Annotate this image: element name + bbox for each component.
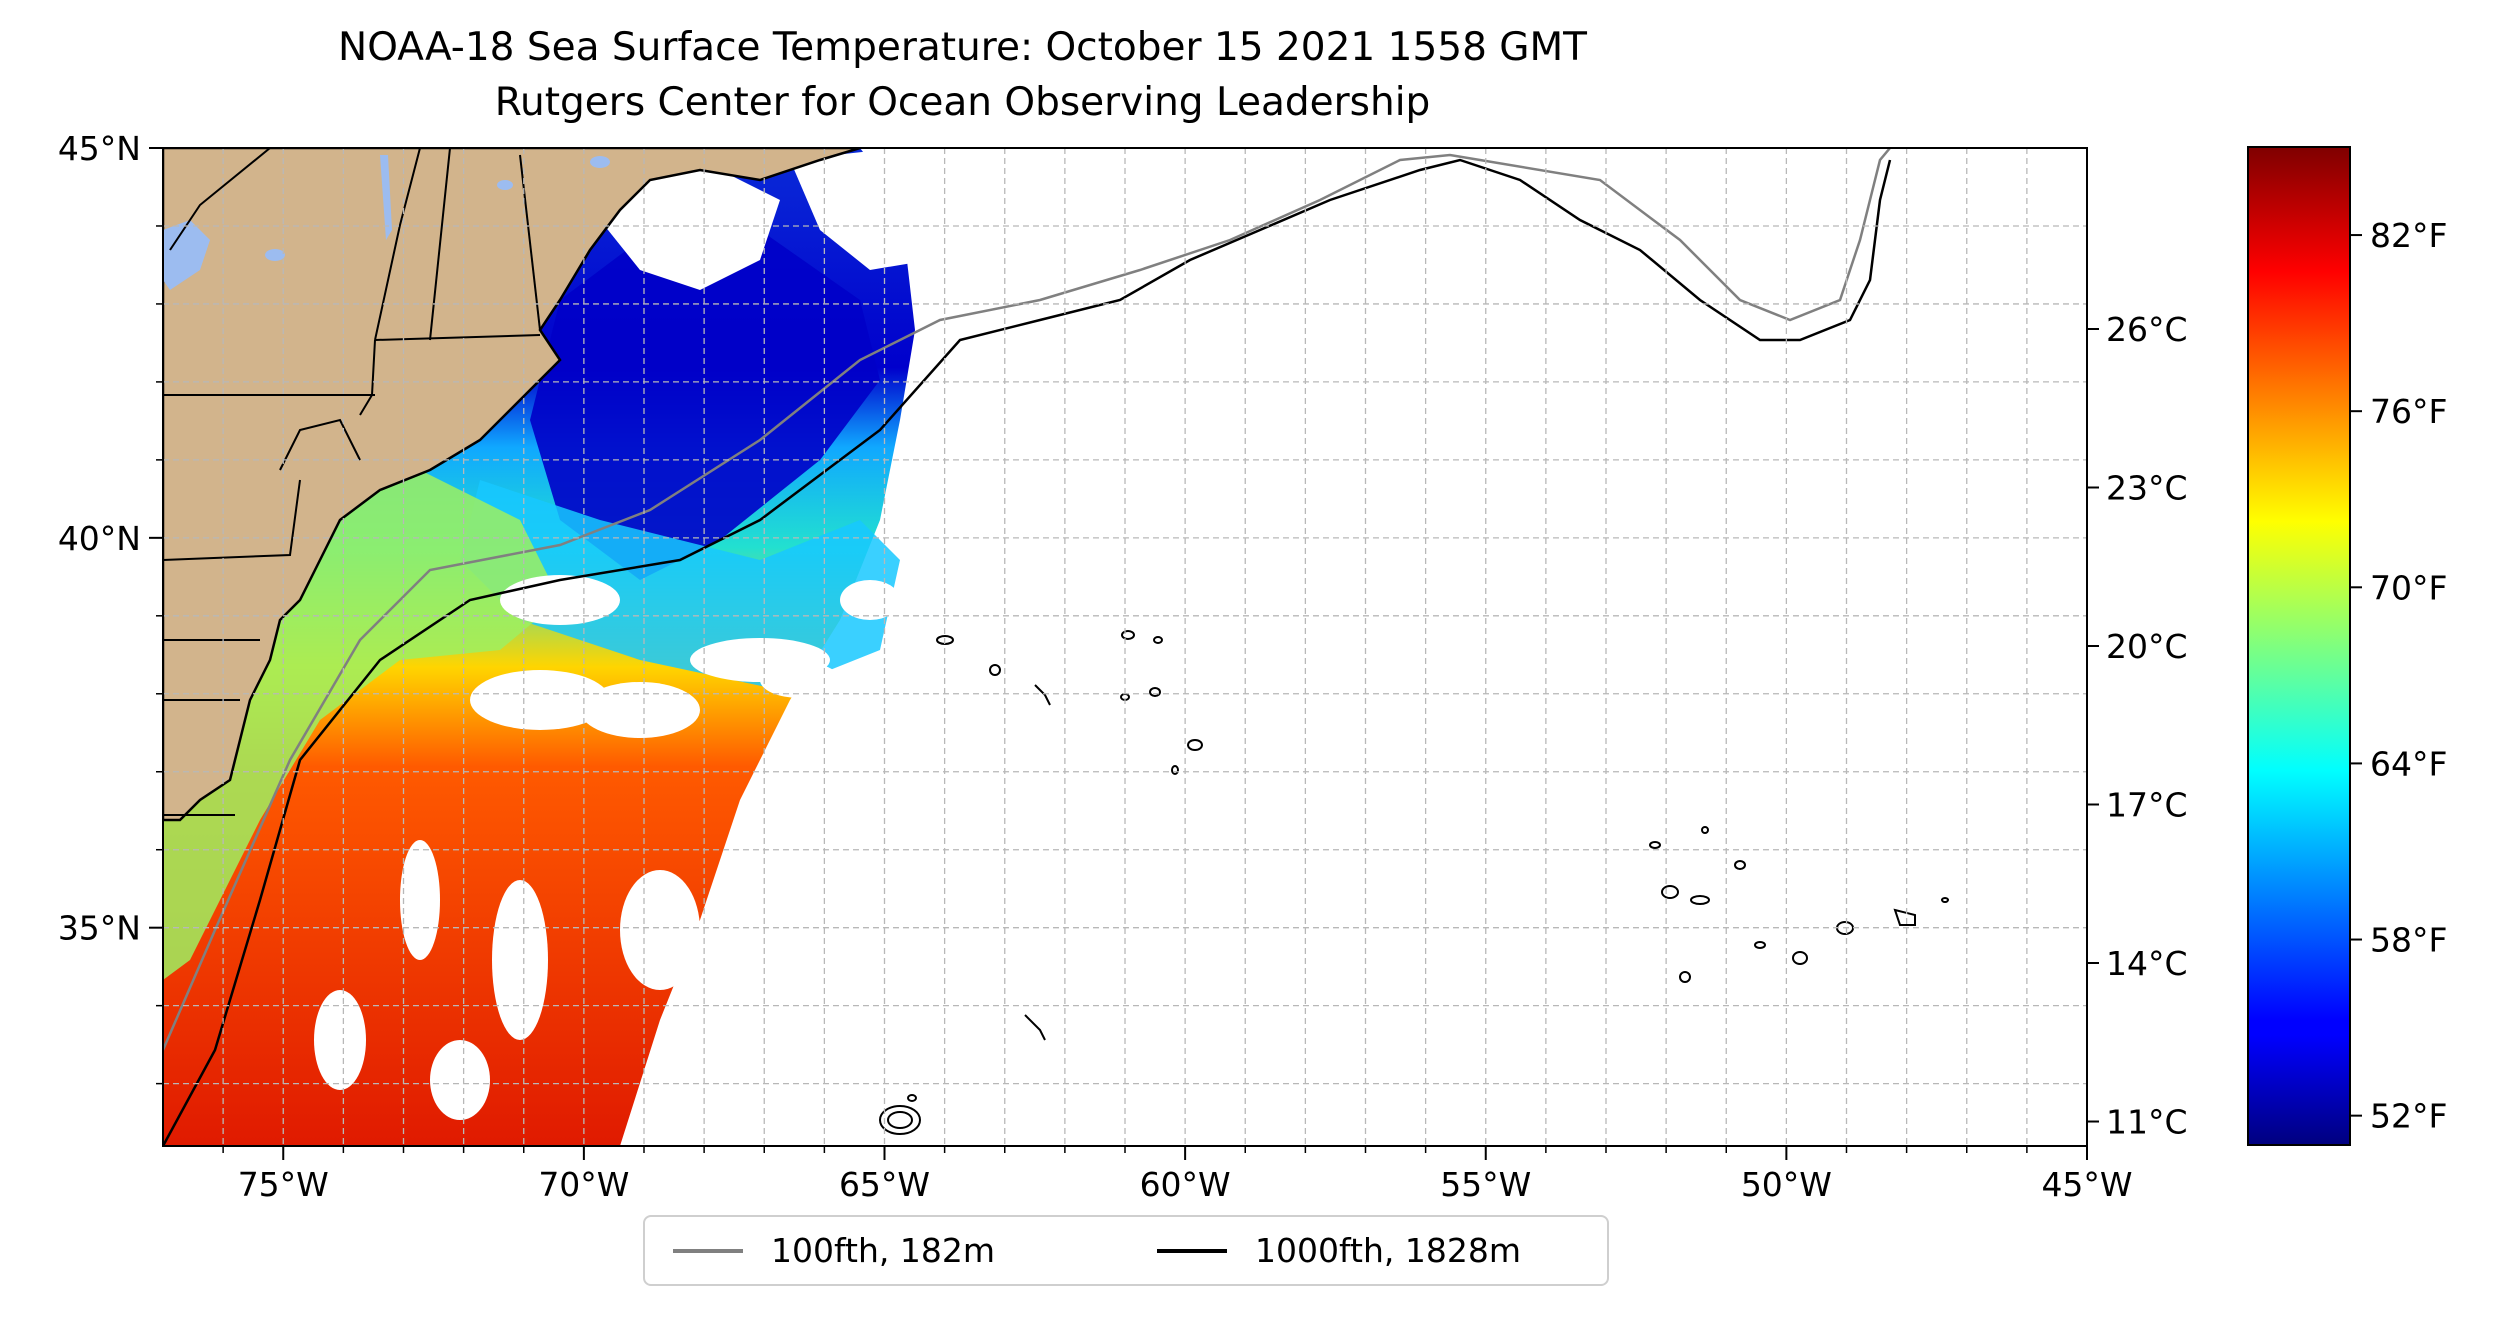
cool-water-region [460, 480, 900, 690]
map-title: NOAA-18 Sea Surface Temperature: October… [338, 25, 1587, 70]
colorbar-f-label: 58°F [2370, 921, 2447, 960]
legend-swatch-1000fth [1157, 1248, 1227, 1253]
legend-label-1000fth: 1000fth, 1828m [1255, 1231, 1521, 1270]
colorbar-c-label: 23°C [2106, 468, 2188, 507]
x-tick-label: 50°W [1741, 1165, 1832, 1204]
seamount-contours [879, 630, 1949, 1135]
y-tick-label: 40°N [58, 519, 141, 558]
y-tick-label: 35°N [58, 909, 141, 948]
y-tick-label: 45°N [58, 129, 141, 168]
map-plot-area [163, 148, 2087, 1146]
map-legend: 100fth, 182m 1000fth, 1828m [643, 1215, 1609, 1286]
x-tick-label: 65°W [839, 1165, 930, 1204]
x-tick-label: 60°W [1140, 1165, 1231, 1204]
colorbar-f-label: 64°F [2370, 744, 2447, 783]
legend-item-100fth: 100fth, 182m [673, 1217, 995, 1284]
colorbar-f-label: 76°F [2370, 392, 2447, 431]
legend-item-1000fth: 1000fth, 1828m [1157, 1217, 1521, 1284]
colorbar-f-label: 52°F [2370, 1097, 2447, 1136]
colorbar-ticks: 52°F 58°F 64°F 70°F 76°F 82°F 11°C 14°C 17°C 20°C… [2087, 216, 2447, 1142]
legend-swatch-100fth [673, 1248, 743, 1253]
lakes [163, 155, 610, 290]
colorbar-c-label: 17°C [2106, 786, 2188, 825]
colorbar-c-label: 26°C [2106, 310, 2188, 349]
x-tick-label: 45°W [2041, 1165, 2132, 1204]
legend-label-100fth: 100fth, 182m [771, 1231, 995, 1270]
x-tick-label: 75°W [238, 1165, 329, 1204]
isobath-1000fth [163, 158, 1892, 1146]
isobath-100fth [163, 148, 1891, 1051]
state-boundaries [163, 148, 541, 816]
gridlines [163, 148, 2087, 1146]
axis-ticks: 75°W 70°W 65°W 60°W 55°W 50°W 45°W 35°N 40°N 45°N [58, 129, 2133, 1204]
colorbar-c-label: 14°C [2106, 944, 2188, 983]
colorbar-f-label: 82°F [2370, 216, 2447, 255]
land-northeast-us [163, 148, 861, 822]
colorbar-c-label: 20°C [2106, 627, 2188, 666]
colorbar [2247, 146, 2351, 1146]
colorbar-f-label: 70°F [2370, 568, 2447, 607]
cold-water-region [530, 230, 880, 580]
map-subtitle: Rutgers Center for Ocean Observing Leade… [494, 80, 1431, 125]
x-tick-label: 55°W [1440, 1165, 1531, 1204]
colorbar-c-label: 11°C [2106, 1103, 2188, 1142]
x-tick-label: 70°W [538, 1165, 629, 1204]
